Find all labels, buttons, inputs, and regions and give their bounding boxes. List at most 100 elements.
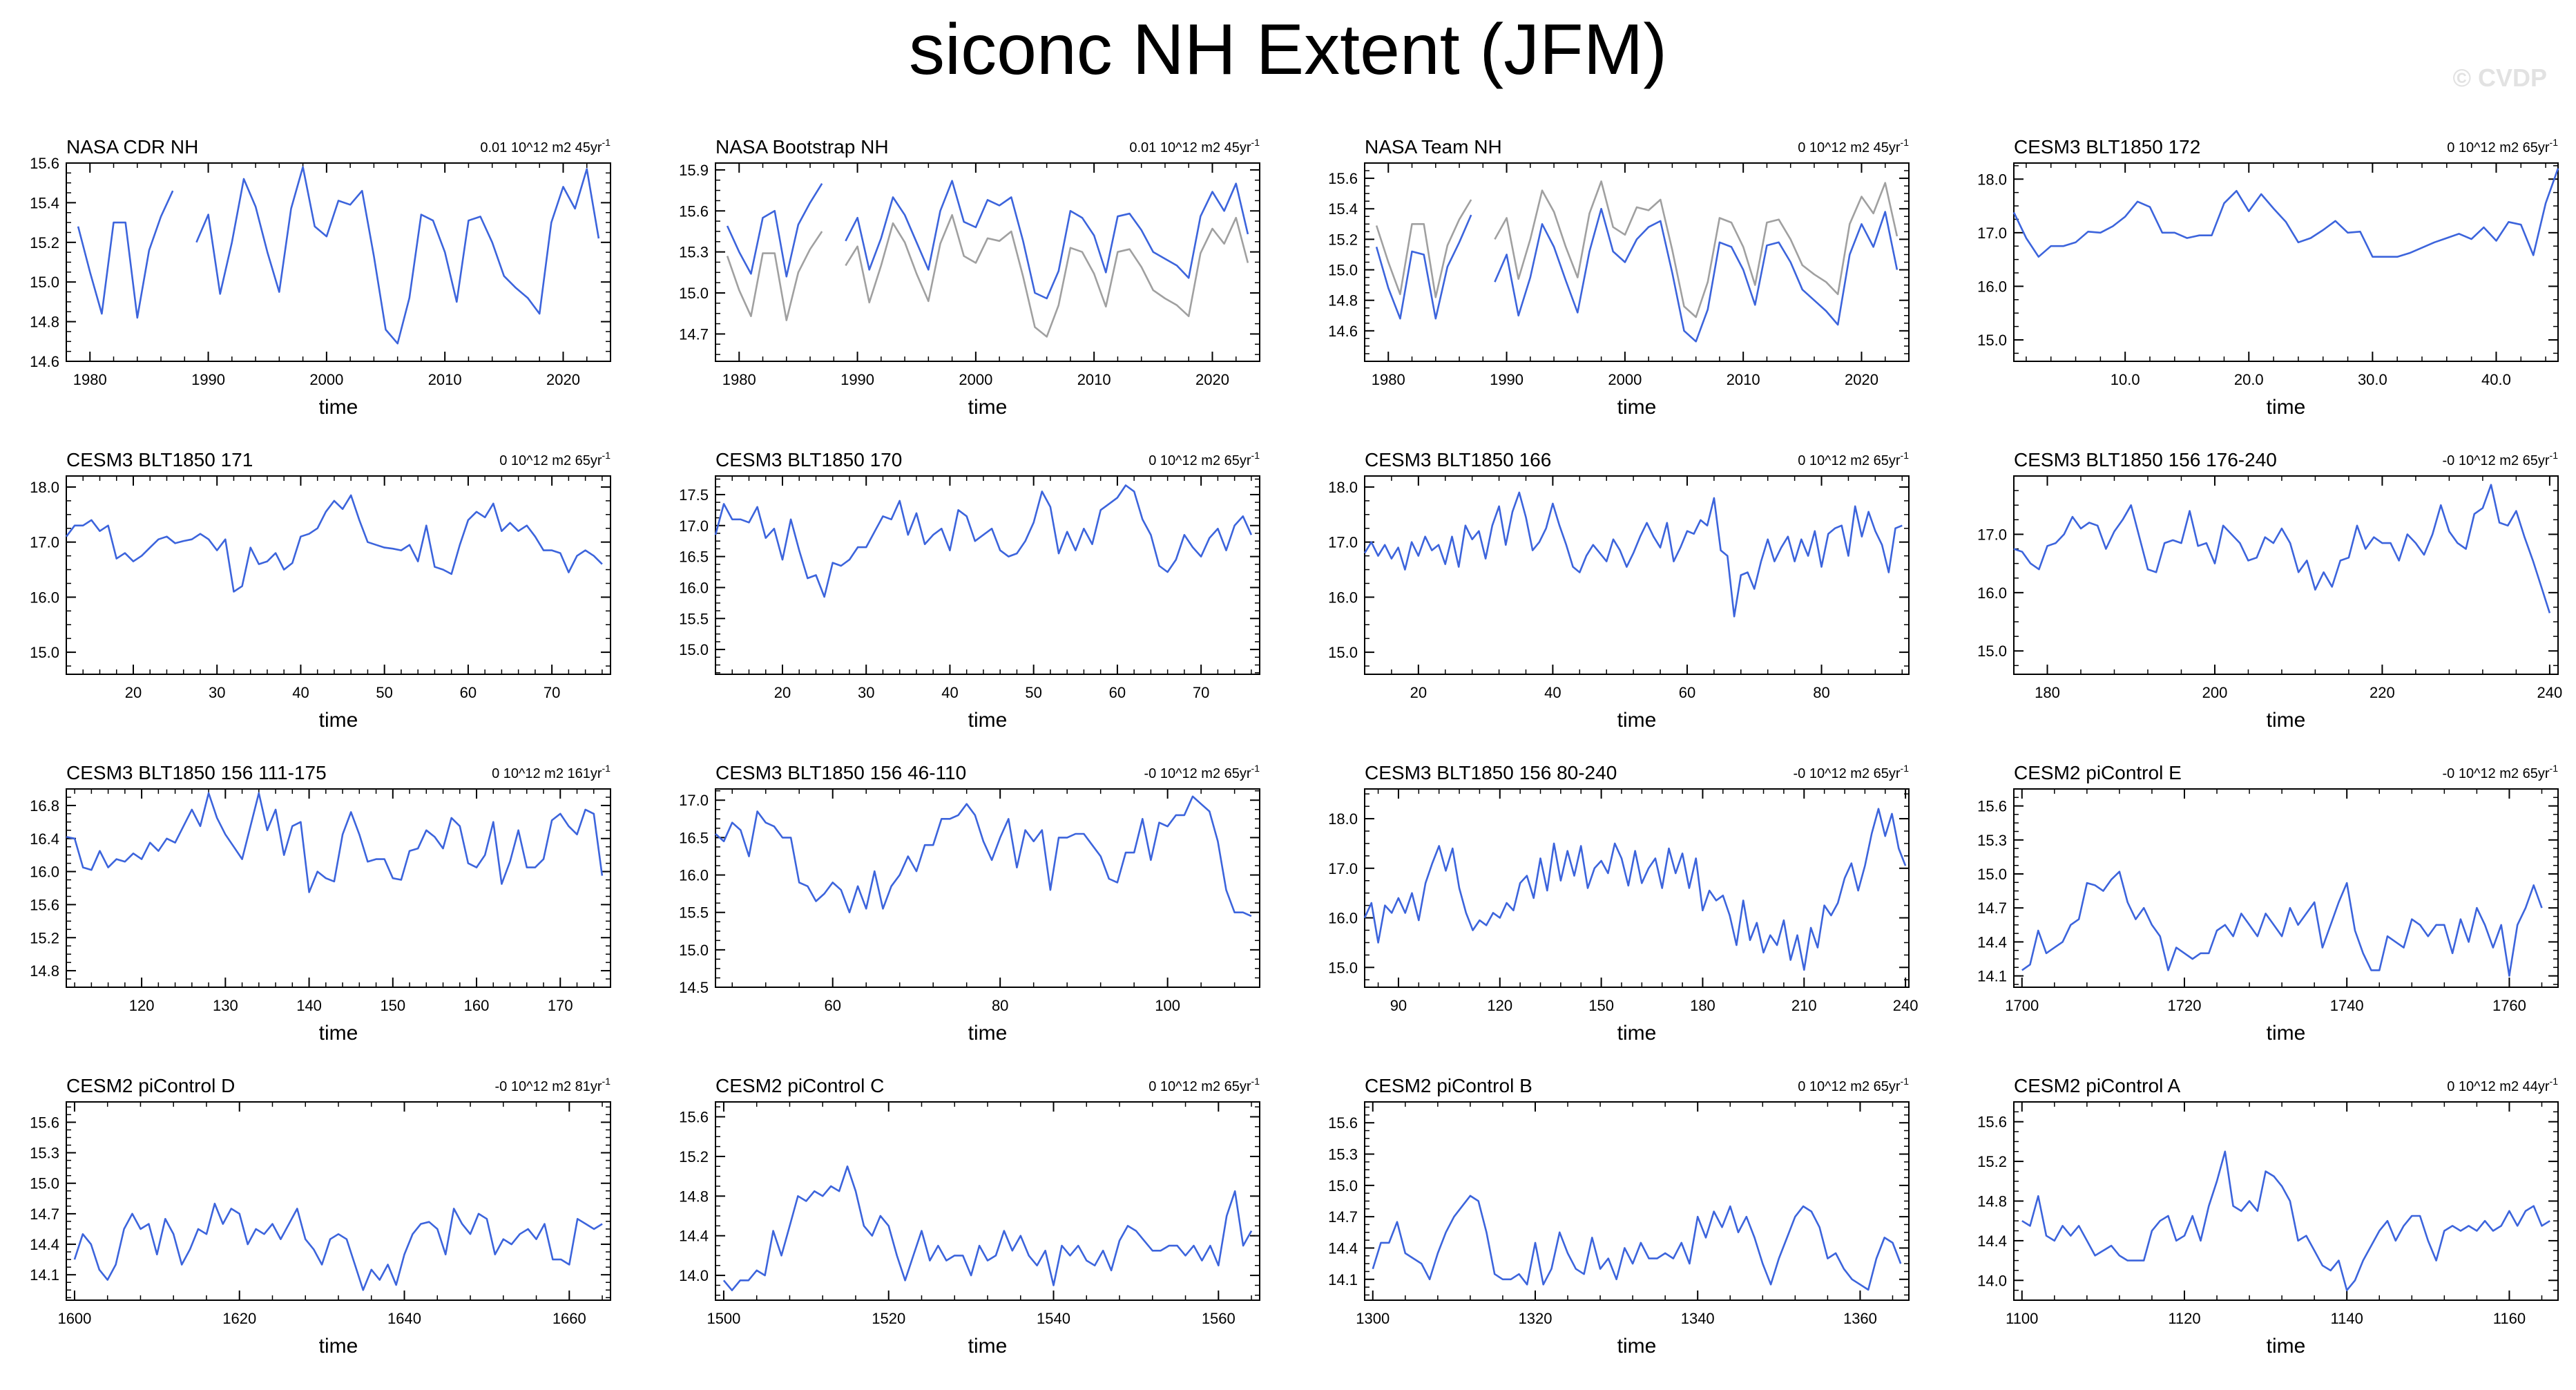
y-tick-label: 17.0 (30, 534, 59, 551)
trend-annotation: 0 10^12 m2 65yr-1 (1148, 450, 1260, 468)
chart-panel: NASA CDR NH 0.01 10^12 m2 45yr-1 14.6 14.8 1… (30, 136, 611, 419)
x-tick-label: 1760 (2492, 997, 2526, 1014)
x-tick-label: 30 (858, 684, 874, 701)
x-tick-label: 2000 (1608, 371, 1642, 388)
y-tick-label: 16.8 (30, 797, 59, 815)
plot-frame (1364, 162, 1910, 362)
y-tick-label: 14.4 (30, 1236, 59, 1253)
x-tick-label: 140 (296, 997, 322, 1014)
trend-annotation: -0 10^12 m2 81yr-1 (495, 1076, 611, 1094)
x-tick-label: 40.0 (2481, 371, 2511, 388)
x-axis-label: time (968, 1022, 1008, 1045)
trend-annotation: 0.01 10^12 m2 45yr-1 (1129, 137, 1260, 155)
y-tick-label: 17.0 (1328, 860, 1358, 877)
chart-panel: CESM2 piControl E -0 10^12 m2 65yr-1 14.1 1… (1977, 762, 2559, 1045)
x-axis-label: time (1617, 709, 1657, 732)
x-tick-label: 120 (129, 997, 155, 1014)
x-tick-label: 210 (1791, 997, 1817, 1014)
y-tick-label: 14.4 (679, 1228, 709, 1245)
panel-title: CESM2 piControl E (2014, 762, 2182, 783)
x-tick-label: 2020 (546, 371, 580, 388)
x-axis-label: time (319, 396, 358, 419)
y-tick-label: 15.6 (1977, 798, 2007, 815)
y-tick-label: 16.0 (30, 864, 59, 881)
y-tick-label: 16.0 (1328, 589, 1358, 606)
trend-annotation: 0 10^12 m2 44yr-1 (2447, 1076, 2558, 1094)
y-tick-label: 16.0 (679, 579, 709, 596)
y-tick-label: 14.8 (1977, 1193, 2007, 1210)
y-tick-label: 15.0 (679, 285, 709, 302)
x-tick-label: 50 (376, 684, 392, 701)
y-tick-label: 14.7 (1328, 1208, 1358, 1226)
x-tick-label: 80 (992, 997, 1008, 1014)
x-tick-label: 2010 (428, 371, 462, 388)
x-tick-label: 1140 (2331, 1310, 2363, 1327)
y-tick-label: 14.6 (1328, 323, 1358, 340)
y-tick-label: 15.6 (30, 896, 59, 913)
x-tick-label: 40 (1544, 684, 1561, 701)
series-line (1372, 1194, 1902, 1291)
chart-panel: CESM3 BLT1850 166 0 10^12 m2 65yr-1 15.0 16… (1328, 449, 1910, 732)
y-tick-label: 14.5 (679, 979, 709, 996)
y-tick-label: 15.3 (1977, 832, 2007, 849)
y-tick-label: 15.0 (30, 644, 59, 661)
x-tick-label: 120 (1487, 997, 1512, 1014)
panel-title: NASA CDR NH (66, 136, 198, 158)
series-line (726, 213, 1249, 338)
panel-title: CESM2 piControl C (715, 1075, 884, 1096)
trend-annotation: -0 10^12 m2 65yr-1 (1794, 763, 1910, 781)
plot-frame (2013, 162, 2559, 362)
trend-annotation: -0 10^12 m2 65yr-1 (2443, 763, 2559, 781)
y-tick-label: 15.6 (1328, 1114, 1358, 1132)
x-tick-label: 1990 (840, 371, 874, 388)
x-tick-label: 240 (1893, 997, 1919, 1014)
y-tick-label: 16.5 (679, 829, 709, 846)
x-tick-label: 60 (1679, 684, 1695, 701)
plot-frame (66, 788, 611, 988)
y-tick-label: 15.0 (679, 942, 709, 959)
trend-annotation: 0 10^12 m2 65yr-1 (1148, 1076, 1260, 1094)
y-tick-label: 14.8 (30, 314, 59, 331)
y-tick-label: 15.0 (30, 274, 59, 291)
y-tick-label: 14.1 (1328, 1271, 1358, 1288)
panel-title: CESM3 BLT1850 171 (66, 449, 253, 470)
y-tick-label: 15.2 (30, 929, 59, 946)
x-tick-label: 30 (209, 684, 225, 701)
chart-panel: CESM3 BLT1850 156 46-110 -0 10^12 m2 65yr… (679, 762, 1260, 1045)
x-tick-label: 1980 (722, 371, 756, 388)
panel-title: CESM3 BLT1850 166 (1365, 449, 1551, 470)
y-tick-label: 14.1 (30, 1266, 59, 1284)
chart-panel: NASA Team NH 0 10^12 m2 45yr-1 14.6 14.8 15.… (1328, 136, 1910, 419)
series-line (1363, 491, 1903, 618)
y-tick-label: 15.4 (1328, 200, 1358, 218)
x-tick-label: 2000 (959, 371, 992, 388)
panel-title: CESM3 BLT1850 156 80-240 (1365, 762, 1617, 783)
plot-frame (66, 475, 611, 675)
x-tick-label: 1500 (707, 1310, 740, 1327)
x-tick-label: 20.0 (2234, 371, 2264, 388)
y-tick-label: 15.0 (1328, 644, 1358, 661)
x-axis-label: time (319, 709, 358, 732)
chart-panel: CESM2 piControl C 0 10^12 m2 65yr-1 14.0 14… (679, 1075, 1260, 1358)
y-tick-label: 15.5 (679, 904, 709, 922)
x-axis-label: time (319, 1335, 358, 1358)
chart-panel: CESM2 piControl A 0 10^12 m2 44yr-1 14.0 14… (1977, 1075, 2559, 1358)
y-tick-label: 14.7 (679, 325, 709, 343)
x-tick-label: 40 (941, 684, 958, 701)
y-tick-label: 15.6 (1977, 1114, 2007, 1131)
y-tick-label: 16.4 (30, 830, 59, 848)
x-tick-label: 1640 (387, 1310, 421, 1327)
x-tick-label: 1100 (2006, 1310, 2038, 1327)
y-tick-label: 15.0 (679, 641, 709, 658)
series-line (2021, 1150, 2550, 1291)
y-tick-label: 17.0 (679, 792, 709, 809)
x-tick-label: 60 (460, 684, 477, 701)
chart-panel: CESM3 BLT1850 156 80-240 -0 10^12 m2 65yr… (1328, 762, 1918, 1045)
y-tick-label: 15.3 (679, 244, 709, 261)
x-tick-label: 20 (1410, 684, 1427, 701)
x-tick-label: 40 (292, 684, 309, 701)
y-tick-label: 14.1 (1977, 968, 2007, 985)
y-tick-label: 14.4 (1328, 1239, 1358, 1257)
panel-title: CESM2 piControl D (66, 1075, 235, 1096)
trend-annotation: 0 10^12 m2 161yr-1 (492, 763, 611, 781)
